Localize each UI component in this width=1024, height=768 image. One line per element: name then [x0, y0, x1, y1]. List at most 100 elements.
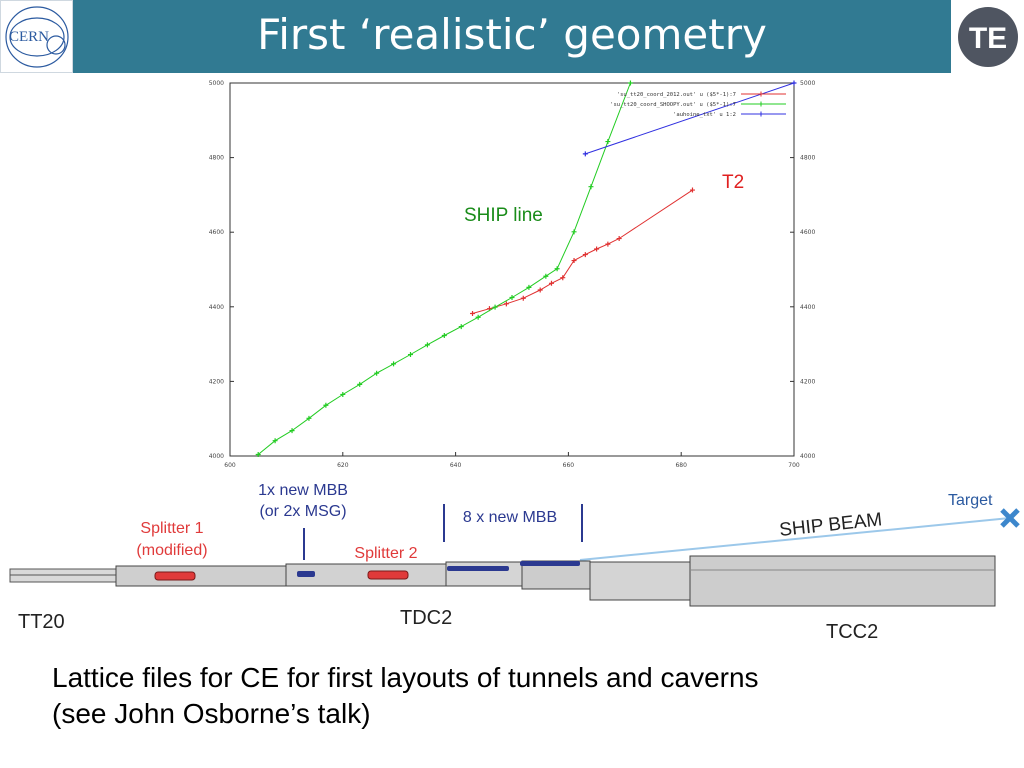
legend-label: 'su_tt20_coord_2012.out' u ($5*-1):7	[617, 92, 736, 98]
page-title: First ‘realistic’ geometry	[257, 10, 767, 59]
legend-marker	[758, 101, 764, 107]
data-point	[492, 304, 498, 310]
target-label: Target	[948, 492, 993, 509]
data-point	[582, 151, 588, 157]
data-point	[791, 80, 797, 86]
cern-logo-text: CERN	[9, 29, 49, 45]
splitter1-sublabel: (modified)	[136, 542, 207, 559]
data-point	[503, 301, 509, 307]
y-tick-label: 4200	[209, 378, 224, 385]
y-tick-label: 4600	[209, 229, 224, 236]
data-point	[458, 324, 464, 330]
ship-beam-line	[579, 517, 1011, 561]
legend-label: 'su_tt20_coord_SHOOPY.out' u ($5*-1):7	[610, 102, 736, 108]
mbb8-label: 8 x new MBB	[463, 509, 557, 526]
annotation-ship-line: SHIP line	[464, 205, 543, 226]
x-tick-label: 680	[675, 462, 687, 469]
y-tick-label-right: 4200	[800, 378, 815, 385]
legend-marker	[758, 91, 764, 97]
data-point	[571, 229, 577, 235]
caption-line-2: (see John Osborne’s talk)	[52, 698, 371, 729]
data-point	[605, 139, 611, 145]
geometry-chart: 600 620 640 660 680 700 4000 4000 4200 4200 4400 44…	[196, 76, 828, 476]
splitter1-element	[154, 571, 196, 581]
caption: Lattice files for CE for first layouts o…	[52, 660, 992, 732]
y-tick-label: 4000	[209, 453, 224, 460]
data-point	[571, 258, 577, 264]
data-point	[689, 187, 695, 193]
data-point	[616, 236, 622, 242]
y-tick-label-right: 4400	[800, 304, 815, 311]
y-tick-label: 4400	[209, 304, 224, 311]
x-tick-label: 660	[563, 462, 575, 469]
lattice-diagram: Splitter 1 (modified) 1x new MBB (or 2x …	[0, 478, 1024, 650]
splitter2-label: Splitter 2	[354, 545, 417, 562]
y-tick-label-right: 5000	[800, 80, 815, 87]
y-tick-label: 4800	[209, 155, 224, 162]
data-point	[548, 280, 554, 286]
splitter1-label: Splitter 1	[140, 520, 203, 537]
data-point	[543, 273, 549, 279]
data-point	[605, 241, 611, 247]
data-point	[526, 284, 532, 290]
header-bar: CERN First ‘realistic’ geometry TE	[0, 0, 1024, 73]
mbb-sublabel: (or 2x MSG)	[259, 503, 346, 520]
data-point	[441, 333, 447, 339]
data-point	[357, 381, 363, 387]
data-point	[588, 184, 594, 190]
cern-logo-icon: CERN	[5, 6, 69, 68]
tcc2-section-1	[589, 561, 691, 601]
series-line	[585, 82, 795, 155]
data-point	[340, 391, 346, 397]
tt20-label: TT20	[18, 611, 65, 633]
caption-line-1: Lattice files for CE for first layouts o…	[52, 662, 759, 693]
data-point	[560, 275, 566, 281]
data-point	[594, 246, 600, 252]
y-tick-label-right: 4000	[800, 453, 815, 460]
mbb-element	[297, 571, 315, 577]
data-point	[306, 415, 312, 421]
data-point	[627, 80, 633, 86]
data-point	[554, 266, 560, 272]
legend-label: 'auhoine_txt' u 1:2	[673, 112, 736, 118]
x-tick-label: 640	[450, 462, 462, 469]
y-tick-label: 5000	[209, 80, 224, 87]
data-point	[255, 452, 261, 458]
x-tick-label: 620	[337, 462, 349, 469]
data-point	[323, 402, 329, 408]
te-logo-icon: TE	[958, 7, 1018, 67]
lattice-svg: Splitter 1 (modified) 1x new MBB (or 2x …	[9, 482, 1020, 643]
data-point	[272, 438, 278, 444]
plot-area	[229, 82, 795, 457]
data-point	[520, 295, 526, 301]
y-tick-label-right: 4800	[800, 155, 815, 162]
tt20-section	[115, 565, 287, 587]
target-icon	[1000, 508, 1020, 528]
cern-logo: CERN	[0, 0, 73, 73]
x-tick-label: 600	[224, 462, 236, 469]
data-point	[289, 428, 295, 434]
data-point	[509, 294, 515, 300]
tdc2-label: TDC2	[400, 607, 452, 629]
data-point	[475, 314, 481, 320]
y-tick-label-right: 4600	[800, 229, 815, 236]
legend-marker	[758, 111, 764, 117]
data-point	[424, 342, 430, 348]
mbb8-element-2	[520, 561, 580, 566]
data-point	[537, 287, 543, 293]
data-point	[374, 370, 380, 376]
te-logo-text: TE	[969, 22, 1007, 55]
tcc2-cavern	[689, 555, 996, 607]
data-point	[407, 352, 413, 358]
tdc2-section-2	[445, 561, 523, 587]
mbb-label: 1x new MBB	[258, 482, 348, 499]
te-logo: TE	[951, 0, 1024, 73]
mbb8-element-1	[447, 566, 509, 571]
annotation-t2: T2	[722, 172, 744, 193]
x-tick-label: 700	[788, 462, 800, 469]
tcc2-label: TCC2	[826, 621, 878, 643]
data-point	[391, 361, 397, 367]
splitter2-element	[367, 570, 409, 580]
data-point	[582, 252, 588, 258]
